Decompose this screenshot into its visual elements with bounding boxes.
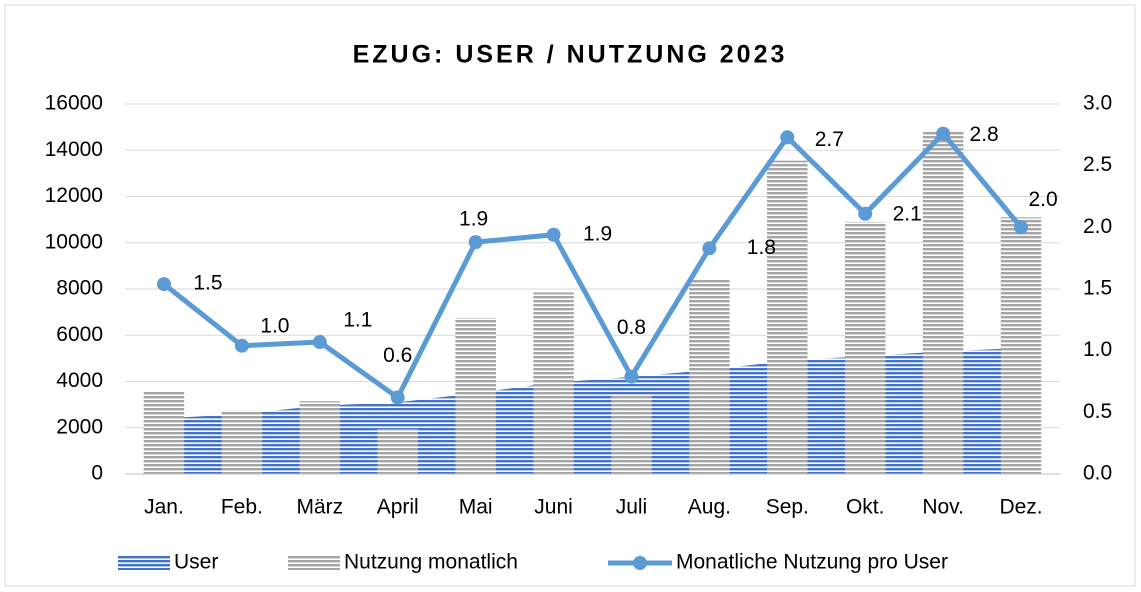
data-label: 2.8 (970, 123, 999, 146)
x-tick-label: Mai (459, 496, 493, 519)
x-tick-label: Dez. (999, 496, 1042, 519)
x-tick-label: Feb. (221, 496, 263, 519)
x-tick-label: Nov. (922, 496, 964, 519)
x-tick-label: Aug. (688, 496, 731, 519)
x-tick-label: Juli (616, 496, 648, 519)
y-tick-label: 16000 (45, 92, 103, 115)
y-tick-label: 14000 (45, 138, 103, 161)
bar (1000, 217, 1042, 474)
x-tick-label: März (296, 496, 343, 519)
y-tick-label: 2000 (56, 415, 103, 438)
legend-swatch (633, 556, 647, 570)
x-tick-label: Juni (534, 496, 573, 519)
y-tick-label: 6000 (56, 323, 103, 346)
y-tick-label: 8000 (56, 277, 103, 300)
bar (377, 428, 418, 474)
y2-tick-label: 0.0 (1083, 462, 1112, 485)
data-label: 2.7 (815, 128, 844, 151)
x-tick-label: Okt. (846, 496, 885, 519)
bar (143, 391, 185, 474)
data-label: 2.0 (1028, 188, 1057, 211)
line-marker (234, 338, 249, 353)
line-marker (780, 130, 795, 145)
y-tick-label: 10000 (45, 230, 103, 253)
bar (455, 317, 496, 474)
chart-title: EZUG: USER / NUTZUNG 2023 (353, 41, 788, 69)
bar (689, 278, 730, 474)
bar (299, 401, 341, 474)
data-label: 2.1 (893, 202, 922, 225)
legend-swatch (118, 556, 170, 570)
y2-tick-label: 1.0 (1083, 338, 1112, 361)
line-marker (702, 241, 717, 256)
line-marker (858, 206, 873, 221)
data-label: 1.9 (459, 208, 488, 231)
data-label: 0.6 (383, 344, 412, 367)
data-label: 1.8 (747, 236, 776, 259)
y-tick-label: 0 (91, 462, 103, 485)
y-tick-label: 4000 (56, 369, 103, 392)
data-label: 1.0 (260, 314, 289, 337)
y2-tick-label: 1.5 (1083, 277, 1112, 300)
line-marker (1014, 220, 1029, 235)
line-marker (624, 369, 639, 384)
legend-label: User (174, 551, 218, 574)
bar (767, 160, 808, 474)
data-label: 1.1 (343, 309, 372, 332)
data-label: 0.8 (617, 316, 646, 339)
y2-tick-label: 2.5 (1083, 153, 1112, 176)
line-marker (312, 335, 327, 350)
data-label: 1.5 (193, 272, 222, 295)
legend-swatch (288, 556, 340, 570)
y-tick-label: 12000 (45, 184, 103, 207)
x-tick-label: Jan. (144, 496, 184, 519)
bar (844, 221, 886, 474)
y2-tick-label: 0.5 (1083, 400, 1112, 423)
bar (922, 130, 964, 474)
line-marker (546, 227, 561, 242)
line-marker (156, 277, 171, 292)
bar (611, 394, 652, 474)
bar (533, 292, 574, 474)
line-marker (468, 235, 483, 250)
data-label: 1.9 (583, 222, 612, 245)
x-tick-label: Sep. (766, 496, 809, 519)
line-marker (390, 390, 405, 405)
legend-label: Nutzung monatlich (344, 551, 518, 574)
line-marker (936, 126, 951, 141)
bar (221, 410, 263, 474)
y2-tick-label: 2.0 (1083, 215, 1112, 238)
line (162, 131, 1023, 401)
x-tick-label: April (377, 496, 419, 519)
y2-tick-label: 3.0 (1083, 92, 1112, 115)
legend-label: Monatliche Nutzung pro User (676, 551, 948, 574)
